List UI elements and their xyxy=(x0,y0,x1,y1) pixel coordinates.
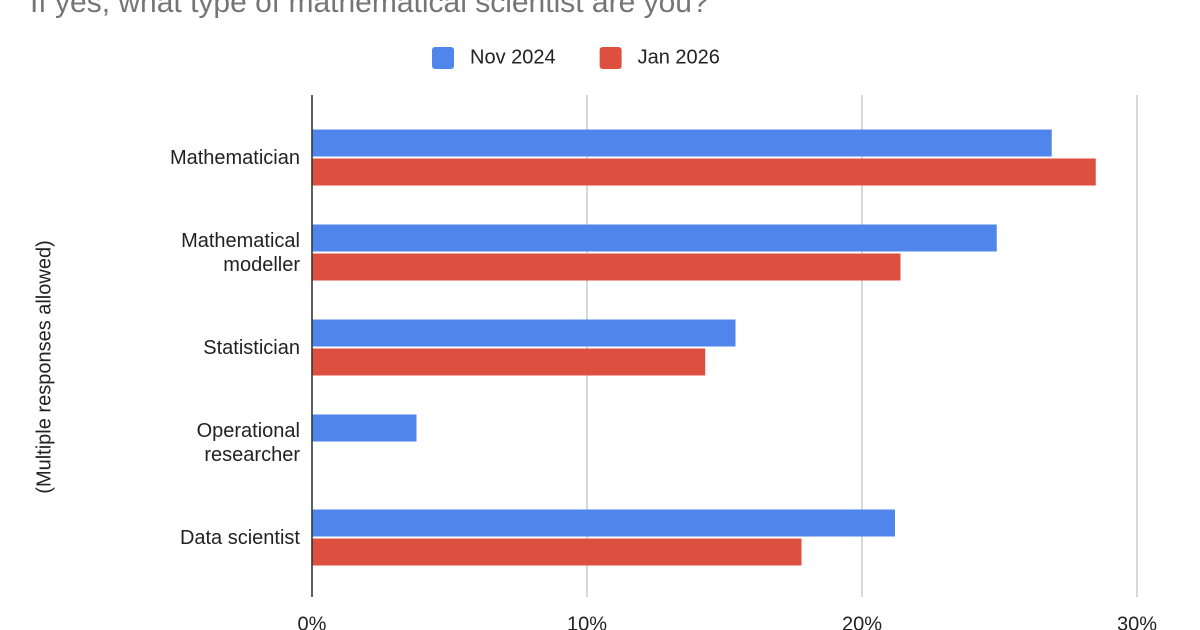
x-tick-label: 10% xyxy=(567,613,607,630)
y-axis-title: (Multiple responses allowed) xyxy=(33,240,55,493)
legend-label: Jan 2026 xyxy=(638,46,720,68)
bar xyxy=(312,253,901,281)
legend-swatch xyxy=(599,47,622,69)
x-tick-label: 30% xyxy=(1117,613,1157,630)
y-tick-label: Mathematical modeller xyxy=(181,229,300,276)
bar xyxy=(312,224,997,252)
bar xyxy=(312,129,1052,157)
bar xyxy=(312,538,802,566)
bar xyxy=(312,414,417,442)
y-tick-label: Mathematician xyxy=(169,146,300,169)
chart-title: If yes, what type of mathematical scient… xyxy=(30,0,709,19)
bar xyxy=(312,509,895,537)
bar xyxy=(312,348,706,376)
x-tick-label: 20% xyxy=(842,613,882,630)
y-tick-label: Data scientist xyxy=(179,526,300,549)
y-tick-label: Operational researcher xyxy=(196,419,300,466)
y-tick-label: Statistician xyxy=(203,336,300,359)
x-tick-label: 0% xyxy=(298,613,327,630)
legend-swatch xyxy=(432,47,454,69)
bar xyxy=(312,319,736,347)
bar xyxy=(312,158,1096,186)
legend-label: Nov 2024 xyxy=(470,46,556,68)
